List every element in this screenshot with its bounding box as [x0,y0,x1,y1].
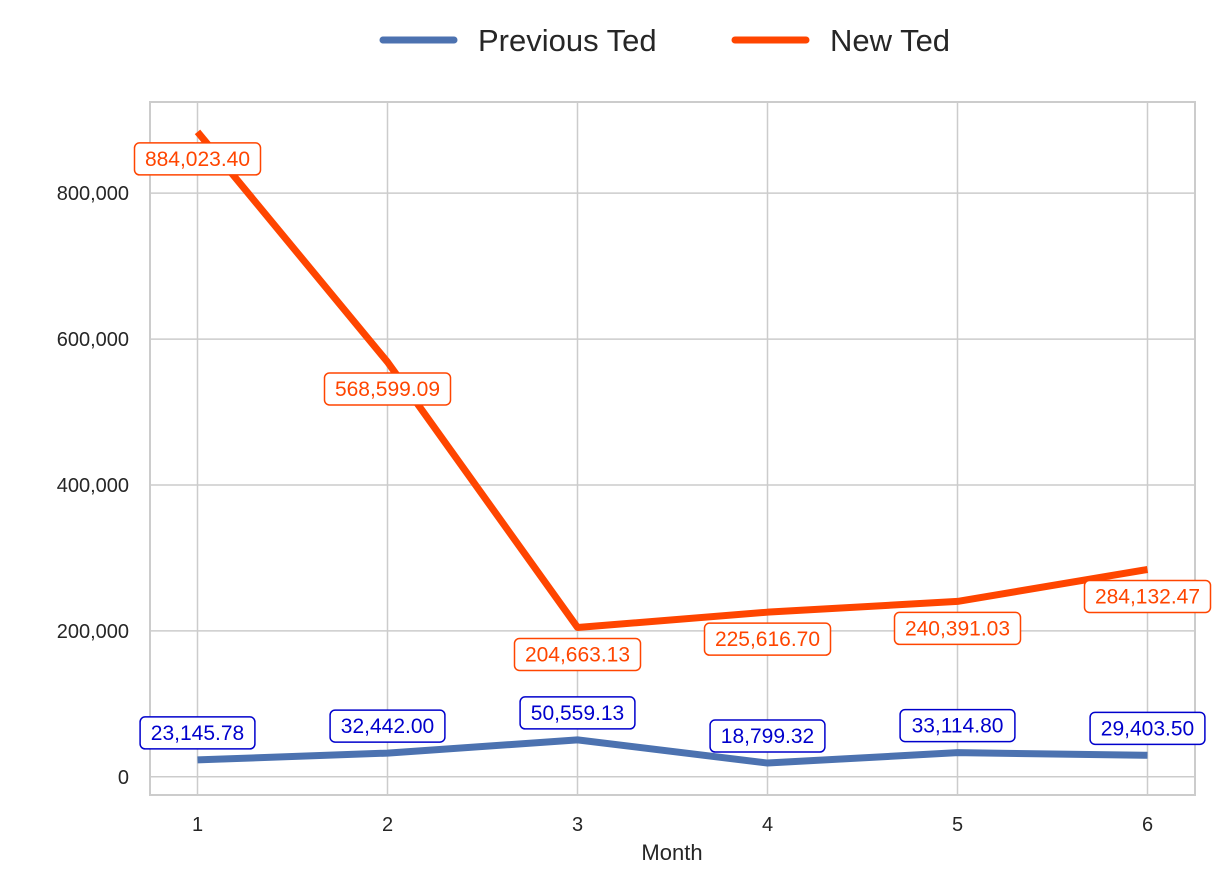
x-tick-label: 2 [382,814,393,836]
data-label-box [323,372,452,406]
legend-item: New Ted [731,23,950,58]
series-line-previous-ted [197,736,1148,767]
data-label-text: 32,442.00 [341,715,434,738]
x-tick-label: 6 [1142,814,1153,836]
data-label-text: 568,599.09 [335,378,440,401]
data-label-box [329,709,446,743]
data-label: 32,442.00 [329,709,446,743]
grid-layer [150,102,1195,795]
legend: Previous Ted New Ted [379,23,950,58]
data-label-text: 23,145.78 [151,722,244,745]
data-label: 225,616.70 [703,622,832,656]
x-axis-label: Month [641,840,702,865]
data-label-box [893,611,1022,646]
data-label-box [709,719,826,753]
y-tick-label: 400,000 [57,475,129,497]
data-labels: 23,145.78 32,442.00 50,559.13 18,799.32 33,1… [133,142,1212,753]
legend-item: Previous Ted [379,23,657,58]
y-tick-label: 0 [118,767,129,789]
data-label: 33,114.80 [899,708,1016,743]
data-label: 284,132.47 [1083,579,1212,614]
data-label-text: 18,799.32 [721,725,814,748]
series-line-new-ted [194,129,1149,631]
plot-frame [149,101,1196,796]
data-label-box [1083,579,1212,614]
data-label: 29,403.50 [1089,711,1206,746]
data-label: 884,023.40 [133,142,262,176]
data-label-text: 50,559.13 [531,702,624,725]
data-label-box [139,716,256,750]
plot-border [149,101,1196,796]
data-label: 23,145.78 [139,716,256,750]
x-tick-label: 3 [572,814,583,836]
y-tick-label: 600,000 [57,329,129,351]
data-label-text: 33,114.80 [912,715,1004,738]
data-label-box [519,696,636,730]
legend-label: Previous Ted [478,23,657,58]
data-label-box [513,637,642,672]
data-label: 568,599.09 [323,372,452,406]
data-label-box [133,142,262,176]
legend-label: New Ted [830,23,950,58]
y-tick-label: 200,000 [57,621,129,643]
axis-ticks: 1 2 3 4 5 6 0 200,000 400,000 600,000 800,000 [57,183,1153,836]
y-tick-label: 800,000 [57,183,129,205]
data-label: 240,391.03 [893,611,1022,646]
data-label: 18,799.32 [709,719,826,753]
data-label-text: 284,132.47 [1095,585,1200,608]
data-label-text: 225,616.70 [715,628,820,651]
x-tick-label: 4 [762,814,773,836]
data-label-box [1089,711,1206,746]
x-tick-label: 5 [952,814,963,836]
data-label-box [703,622,832,656]
data-label-text: 204,663.13 [525,643,630,666]
data-label-text: 884,023.40 [145,148,250,171]
series-layer [194,129,1149,767]
data-label-text: 29,403.50 [1101,717,1194,740]
data-label-box [899,708,1016,743]
x-tick-label: 1 [192,814,203,836]
data-label: 50,559.13 [519,696,636,730]
data-label: 204,663.13 [513,637,642,672]
data-label-text: 240,391.03 [905,617,1010,640]
